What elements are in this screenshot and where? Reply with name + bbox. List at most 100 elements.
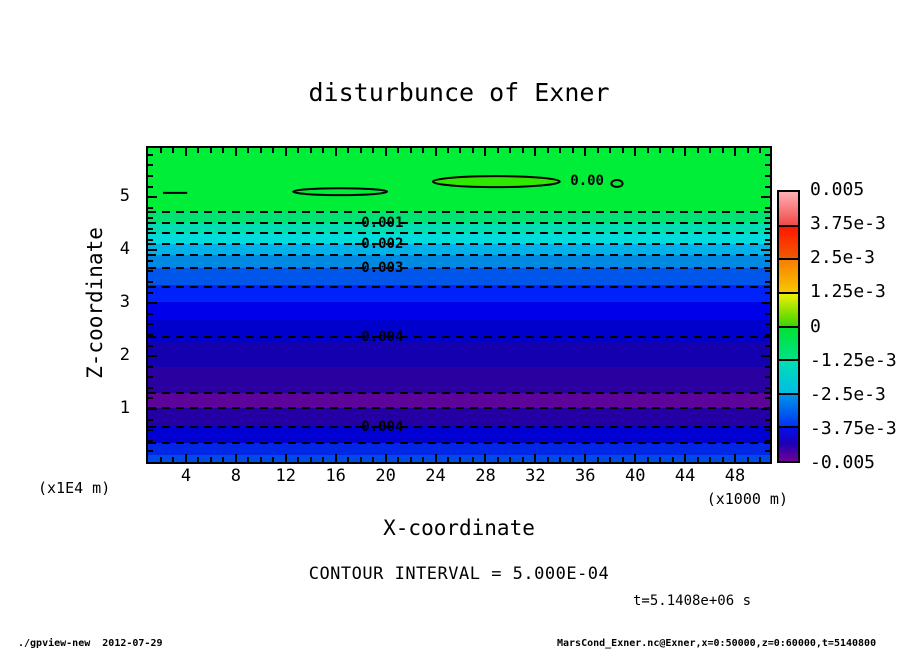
x-minor-tick [397, 148, 400, 153]
x-minor-tick [397, 457, 400, 462]
x-minor-tick [546, 457, 549, 462]
zero-contour [610, 179, 624, 188]
x-minor-tick [209, 148, 212, 153]
z-minor-tick [765, 439, 770, 442]
contour-band [148, 267, 770, 286]
contour-label: -0.004 [352, 418, 404, 435]
z-minor-tick [765, 365, 770, 368]
x-minor-tick [372, 148, 375, 153]
colorbar-divider [779, 258, 798, 261]
z-major-tick [148, 302, 157, 305]
dashed-contour-line [148, 425, 770, 428]
colorbar-divider [779, 291, 798, 294]
x-major-tick [284, 454, 287, 462]
colorbar-tick-label: 0 [810, 315, 821, 337]
z-minor-tick [148, 450, 153, 453]
x-minor-tick [172, 148, 175, 153]
x-tick-label: 44 [674, 466, 696, 486]
z-minor-tick [148, 418, 153, 421]
x-major-tick [534, 148, 537, 156]
x-minor-tick [609, 457, 612, 462]
colorbar-section [779, 259, 798, 293]
x-minor-tick [671, 148, 674, 153]
x-minor-tick [571, 148, 574, 153]
z-tick-label: 4 [119, 239, 130, 260]
contour-band [148, 301, 770, 321]
z-minor-tick [765, 333, 770, 336]
x-minor-tick [159, 457, 162, 462]
colorbar [777, 190, 800, 463]
x-major-tick [184, 454, 187, 462]
x-minor-tick [359, 457, 362, 462]
z-minor-tick [148, 185, 153, 188]
x-tick-label: 24 [425, 466, 446, 486]
x-major-tick [334, 148, 337, 156]
colorbar-divider [779, 224, 798, 227]
x-minor-tick [571, 457, 574, 462]
x-minor-tick [247, 148, 250, 153]
z-minor-tick [148, 175, 153, 178]
x-minor-tick [509, 148, 512, 153]
x-minor-tick [559, 148, 562, 153]
x-minor-tick [659, 457, 662, 462]
z-minor-tick [148, 376, 153, 379]
z-major-tick [148, 249, 157, 252]
contour-interval-text: CONTOUR INTERVAL = 5.000E-04 [308, 564, 610, 584]
x-tick-label: 40 [624, 466, 646, 486]
x-minor-tick [309, 148, 312, 153]
x-minor-tick [309, 457, 312, 462]
dashed-contour-line [148, 232, 770, 235]
dashed-contour-line [148, 391, 770, 394]
z-minor-tick [765, 185, 770, 188]
x-minor-tick [322, 457, 325, 462]
z-minor-tick [765, 344, 770, 347]
z-minor-tick [148, 238, 153, 241]
x-minor-tick [521, 457, 524, 462]
x-minor-tick [297, 148, 300, 153]
x-minor-tick [409, 457, 412, 462]
dashed-contour-line [148, 243, 770, 246]
z-major-tick [148, 355, 157, 358]
contour-band [148, 392, 770, 409]
x-major-tick [584, 148, 587, 156]
z-major-tick [761, 196, 770, 199]
z-minor-tick [765, 238, 770, 241]
x-major-tick [434, 454, 437, 462]
z-minor-tick [765, 175, 770, 178]
x-minor-tick [521, 148, 524, 153]
colorbar-divider [779, 392, 798, 395]
x-minor-tick [471, 148, 474, 153]
colorbar-section [779, 393, 798, 428]
contour-band [148, 366, 770, 394]
z-minor-tick [148, 153, 153, 156]
x-minor-tick [621, 148, 624, 153]
z-minor-tick [148, 164, 153, 167]
z-minor-tick [148, 429, 153, 432]
footer-datasource: MarsCond_Exner.nc@Exner,x=0:50000,z=0:60… [557, 638, 877, 649]
contour-band [148, 341, 770, 368]
z-major-tick [761, 408, 770, 411]
x-minor-tick [422, 457, 425, 462]
colorbar-divider [779, 426, 798, 429]
z-major-tick [761, 355, 770, 358]
zero-contour [431, 175, 561, 189]
x-minor-tick [759, 457, 762, 462]
x-minor-tick [696, 457, 699, 462]
x-axis-label: X-coordinate [383, 516, 535, 540]
x-major-tick [484, 454, 487, 462]
z-minor-tick [765, 217, 770, 220]
dashed-contour-line [148, 286, 770, 289]
zero-contour [292, 187, 389, 197]
dashed-contour-line [148, 406, 770, 409]
x-minor-tick [259, 457, 262, 462]
contour-label: -0.004 [352, 329, 404, 346]
colorbar-tick-label: -1.25e-3 [810, 349, 897, 371]
x-major-tick [434, 148, 437, 156]
contour-band [148, 233, 770, 245]
contour-band [148, 244, 770, 256]
x-major-tick [384, 148, 387, 156]
z-minor-tick [148, 365, 153, 368]
x-minor-tick [447, 148, 450, 153]
x-minor-tick [447, 457, 450, 462]
z-minor-tick [765, 280, 770, 283]
